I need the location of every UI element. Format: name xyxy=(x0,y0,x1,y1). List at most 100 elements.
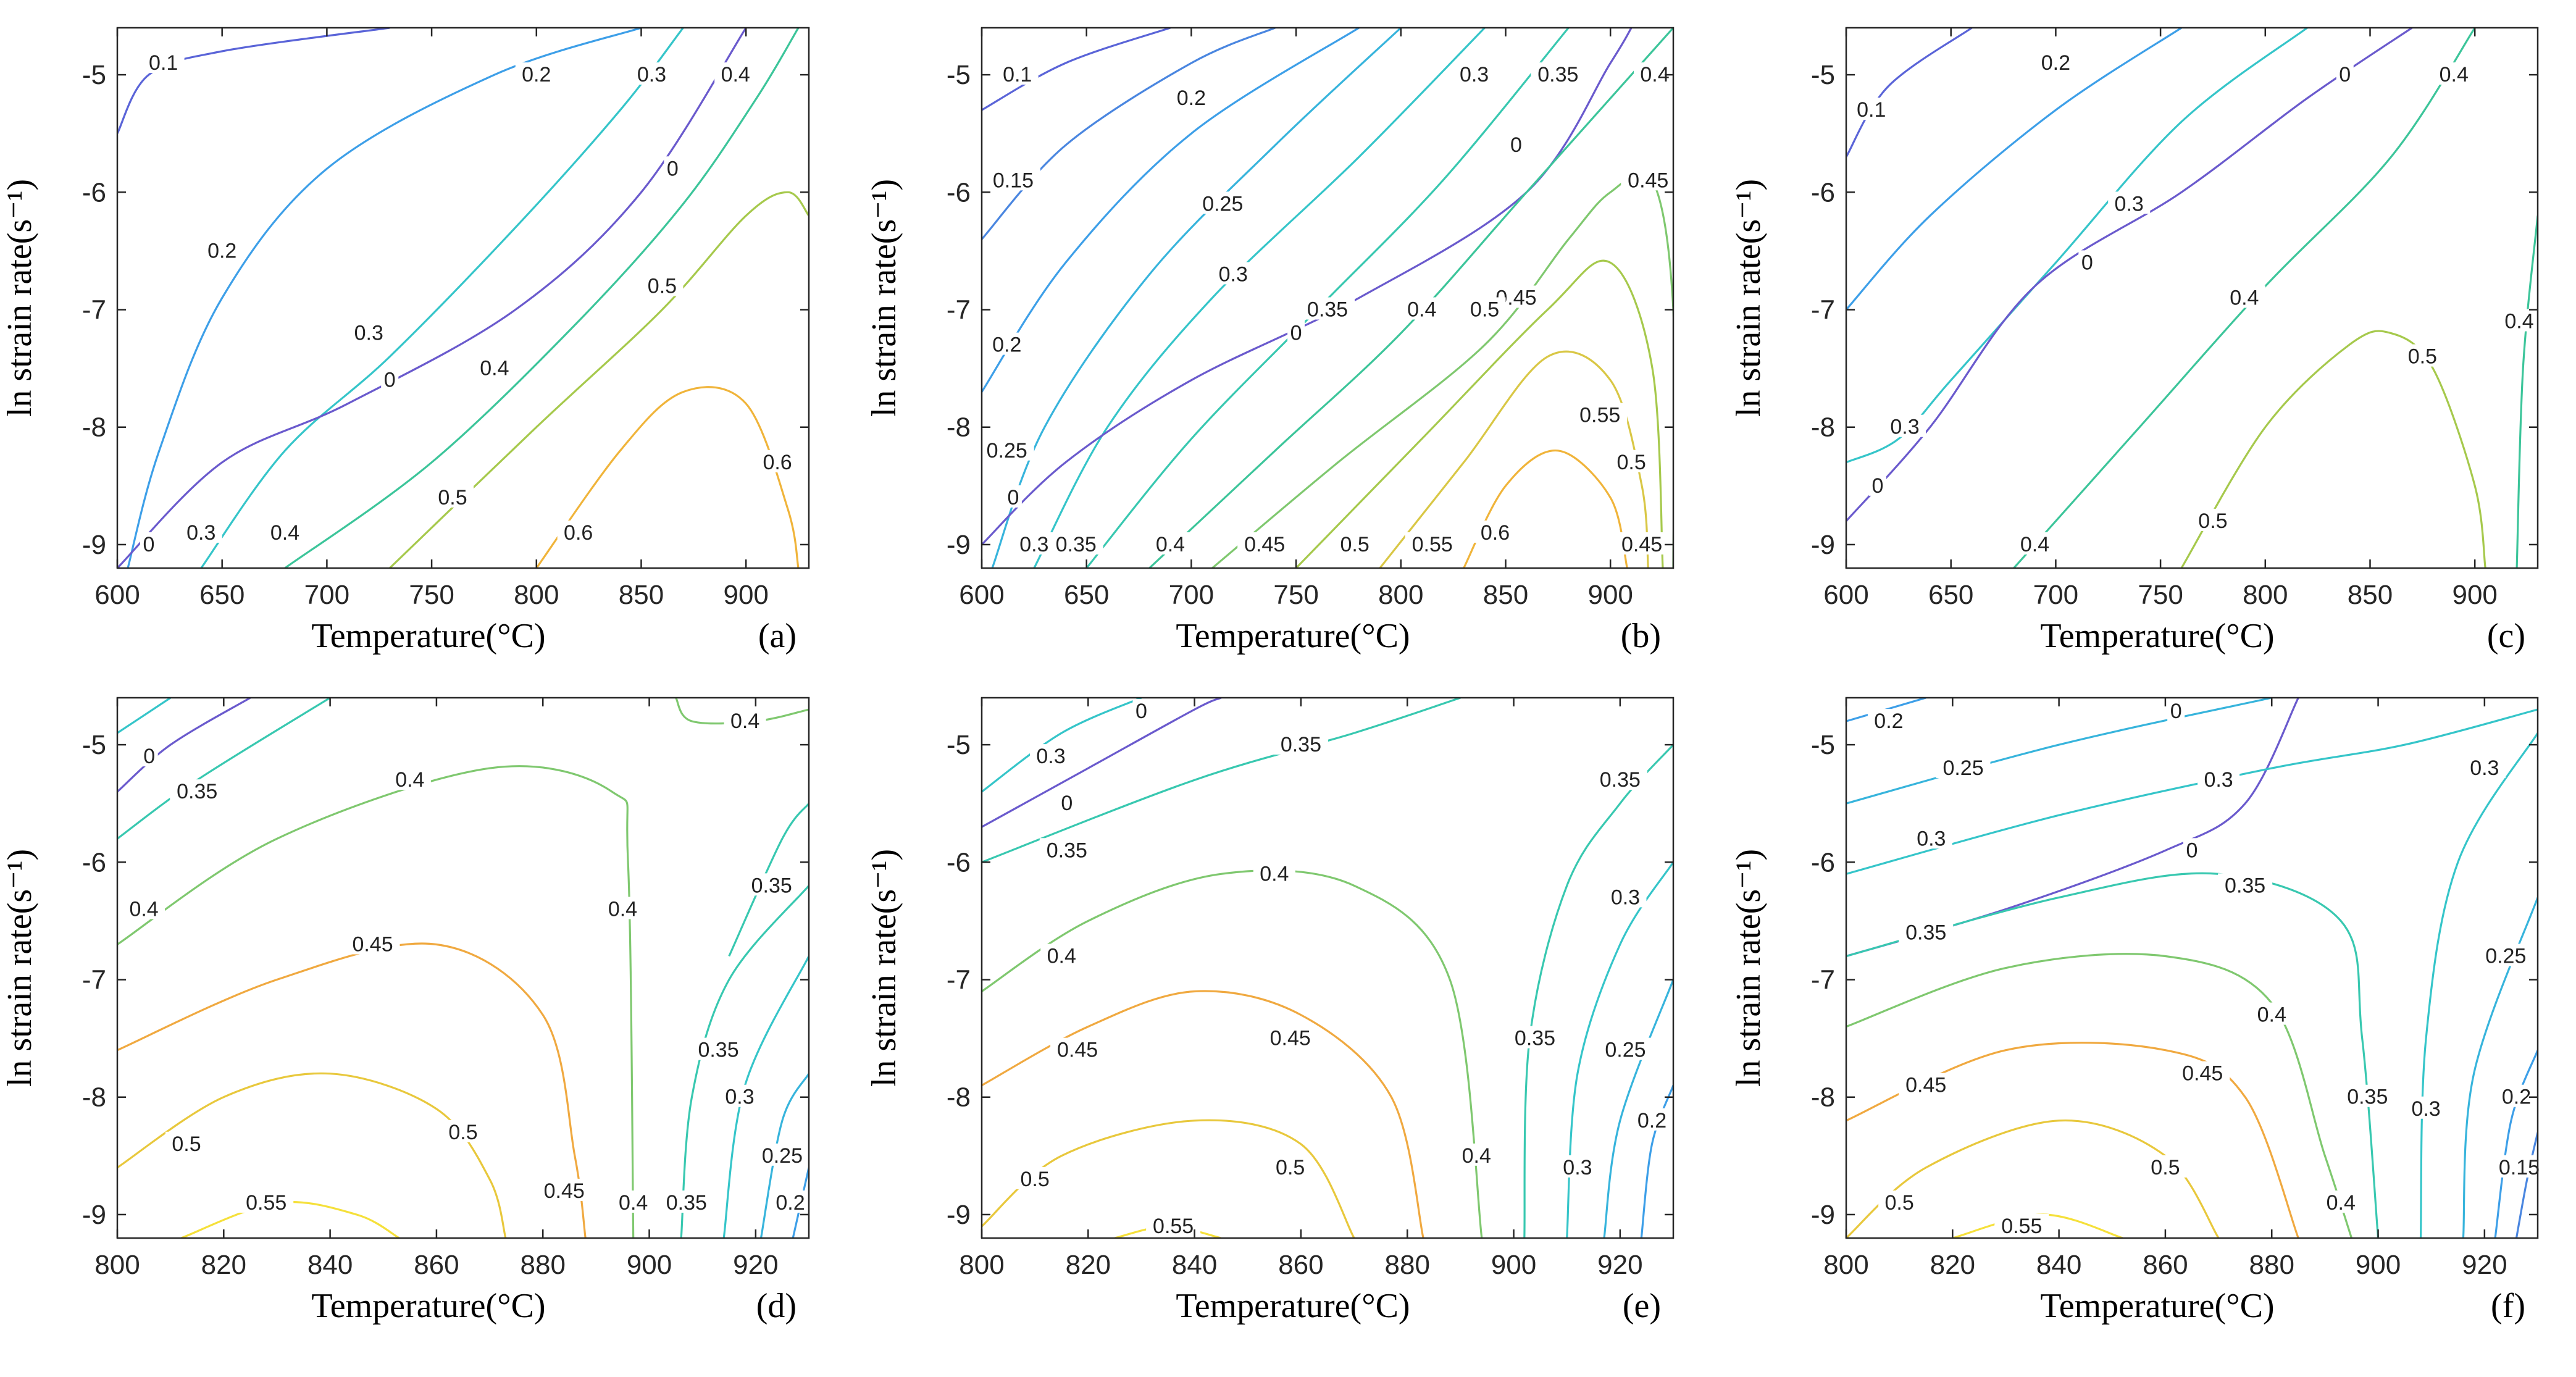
panel-d-contour-label-7-0: 0.55 xyxy=(246,1191,286,1215)
panel-b-contour-label-bg-6-2 xyxy=(1531,62,1586,85)
panel-d-contour-label-bg-9-0 xyxy=(744,873,799,896)
panel-f-contour-label-7-0: 0.5 xyxy=(1885,1191,1914,1215)
panel-a-xtick-label-2: 700 xyxy=(304,580,349,610)
panel-e-contour-label-bg-4-0 xyxy=(1050,1037,1105,1060)
panel-c-contour-label-1-0: 0.2 xyxy=(2041,51,2070,75)
panel-a-contour-label-5-1: 0.5 xyxy=(648,274,677,298)
panel-d-contour-label-8-1: 0.35 xyxy=(698,1039,738,1062)
panel-a-contour-label-bg-1-1 xyxy=(515,62,558,85)
panel-f-contour-label-12-0: 0.15 xyxy=(2499,1156,2540,1179)
panel-f-contour-label-bg-3-0 xyxy=(1910,826,1952,849)
panel-d-ytick-label-1: -6 xyxy=(82,847,106,877)
panel-d-contour-label-8-0: 0.35 xyxy=(666,1191,707,1215)
panel-a-xtick-label-5: 850 xyxy=(619,580,664,610)
panel-a-contour-label-2-1: 0.3 xyxy=(354,322,383,345)
panel-e-ytick-label-0: -5 xyxy=(947,730,971,760)
panel-b-contour-label-bg-7-2 xyxy=(1634,62,1676,85)
panel-e-contour-label-1-0: 0.3 xyxy=(1036,745,1065,768)
panel-d-contour-line-5 xyxy=(117,942,587,1238)
panel-e-axes-box xyxy=(981,697,1675,1239)
panel-c-xtick-label-5: 850 xyxy=(2348,580,2393,610)
panel-b-contour-label-8-3: 0.45 xyxy=(1621,533,1662,556)
panel-a-xtick-label-0: 600 xyxy=(94,580,140,610)
panel-f-ylabel: ln strain rate(s⁻¹) xyxy=(1729,849,1768,1087)
panel-f-contour-label-2-0: 0.25 xyxy=(1942,756,1983,780)
panel-d-ytick-label-3: -8 xyxy=(82,1082,106,1113)
panel-d-contour-label-10-0: 0.3 xyxy=(725,1086,754,1109)
panel-e-contour-label-8-0: 0.3 xyxy=(1563,1156,1592,1179)
panel-c-ylabel: ln strain rate(s⁻¹) xyxy=(1729,179,1768,417)
panel-b-axes-box xyxy=(981,27,1675,569)
panel-b-ytick-label-1: -6 xyxy=(947,177,971,207)
panel-b-contour-label-4-0: 0.3 xyxy=(1019,533,1048,556)
panel-d: 0 0.35 0.4 0.4 0.4 0.4 0.4 0.45 0.45 0.5 0.5 0.55 0.… xyxy=(1,697,811,1325)
panel-e-contour-label-5-0: 0.5 xyxy=(1021,1168,1050,1191)
panel-b-xlabel: Temperature(°C) xyxy=(1176,617,1410,655)
panel-e-contour-label-3-1: 0.4 xyxy=(1260,862,1289,885)
panel-d-contour-line-0 xyxy=(117,698,251,793)
panel-f-contour-label-bg-1-0 xyxy=(2167,699,2185,721)
panel-e-contour-label-bg-4-1 xyxy=(1263,1026,1318,1048)
panel-a-ytick-label-2: -7 xyxy=(82,295,106,325)
panel-e-contour-line-4 xyxy=(982,990,1424,1238)
panel-c-contour-label-bg-6-0 xyxy=(2498,309,2540,332)
panel-d-contour-line-11 xyxy=(759,1073,809,1238)
panel-f-axes-box xyxy=(1845,697,2539,1239)
panel-b-xtick-label-1: 650 xyxy=(1064,580,1109,610)
panel-b-contour-label-bg-10-0 xyxy=(1405,532,1460,555)
panel-d-panel-label: (d) xyxy=(756,1287,797,1325)
panel-c-xtick-label-6: 900 xyxy=(2452,580,2497,610)
panel-c-contour-label-bg-3-2 xyxy=(2336,62,2354,85)
panel-d-contour-label-5-0: 0.45 xyxy=(352,932,393,956)
panel-e-contour-label-bg-0-0 xyxy=(1058,791,1076,814)
panel-c-contour-label-5-0: 0.5 xyxy=(2198,509,2227,533)
panel-f-contour-label-bg-9-1 xyxy=(2463,756,2506,779)
panel-a-xtick-label-4: 800 xyxy=(514,580,559,610)
panel-e-contour-label-bg-5-0 xyxy=(1014,1166,1056,1189)
panel-f-contour-line-2 xyxy=(1846,698,2272,805)
panel-a-ylabel: ln strain rate(s⁻¹) xyxy=(1,179,39,417)
panel-d-xtick-label-1: 820 xyxy=(201,1250,246,1280)
panel-d-contour-label-bg-4-0 xyxy=(724,709,766,732)
panel-d-ytick-label-2: -7 xyxy=(82,965,106,995)
panel-a-contour-line-3 xyxy=(117,28,747,568)
panel-f-contour-label-7-1: 0.5 xyxy=(2151,1156,2180,1179)
panel-d-contour-label-6-0: 0.5 xyxy=(172,1132,201,1156)
panel-b-contour-label-3-0: 0.25 xyxy=(987,439,1027,462)
panel-b-contour-label-8-0: 0.45 xyxy=(1244,533,1285,556)
panel-c-contour-label-4-0: 0.4 xyxy=(2020,533,2049,556)
panel-b-contour-label-4-2: 0.3 xyxy=(1460,63,1489,86)
panel-a-ytick-label-1: -6 xyxy=(82,177,106,207)
panel-d-contour-label-bg-1-0 xyxy=(170,779,225,802)
panel-d-contour-label-bg-3-1 xyxy=(388,768,431,790)
panel-e-contour-label-3-0: 0.4 xyxy=(1047,944,1076,968)
panel-f-contour-label-5-0: 0.4 xyxy=(2257,1003,2286,1027)
panel-f-contour-line-9 xyxy=(2419,732,2538,1238)
panel-c-ytick-label-0: -5 xyxy=(1811,60,1835,90)
panel-c-contour-label-bg-5-1 xyxy=(2401,344,2444,367)
panel-b-panel-label: (b) xyxy=(1621,617,1661,655)
panel-c-contour-label-4-2: 0.4 xyxy=(2440,63,2469,86)
panel-c-panel-label: (c) xyxy=(2487,617,2525,655)
panel-a-contour-label-bg-2-1 xyxy=(348,320,390,343)
panel-f-contour-label-bg-5-0 xyxy=(2251,1002,2293,1025)
panel-b-contour-line-8 xyxy=(1211,171,1673,568)
panel-d-contour-line-9 xyxy=(728,803,809,957)
panel-e-xtick-label-6: 920 xyxy=(1597,1250,1642,1280)
panel-b-xtick-label-5: 850 xyxy=(1483,580,1528,610)
panel-c-ytick-label-4: -9 xyxy=(1811,530,1835,560)
panel-e-contour-label-2-1: 0.35 xyxy=(1281,733,1321,756)
panel-b-contour-line-0 xyxy=(982,28,1171,111)
panel-d-contour-line-6 xyxy=(117,1072,507,1238)
panel-e-xtick-label-3: 860 xyxy=(1278,1250,1323,1280)
panel-a-contour-label-2-0: 0.3 xyxy=(186,521,215,545)
panel-d-contour-label-bg-5-1 xyxy=(537,1178,592,1201)
panel-e-contour-label-4-0: 0.45 xyxy=(1057,1039,1098,1062)
panel-a-axes-box xyxy=(116,27,810,569)
panel-b-contour-label-6-1: 0.35 xyxy=(1307,298,1348,322)
panel-f-contour-label-bg-7-1 xyxy=(2144,1155,2186,1178)
panel-e-contour-line-7 xyxy=(1523,744,1673,1238)
panel-b-contour-label-3-1: 0.25 xyxy=(1202,192,1243,216)
panel-b-contour-label-bg-11-0 xyxy=(1474,520,1516,543)
panel-e-contour-line-9 xyxy=(1603,979,1673,1238)
